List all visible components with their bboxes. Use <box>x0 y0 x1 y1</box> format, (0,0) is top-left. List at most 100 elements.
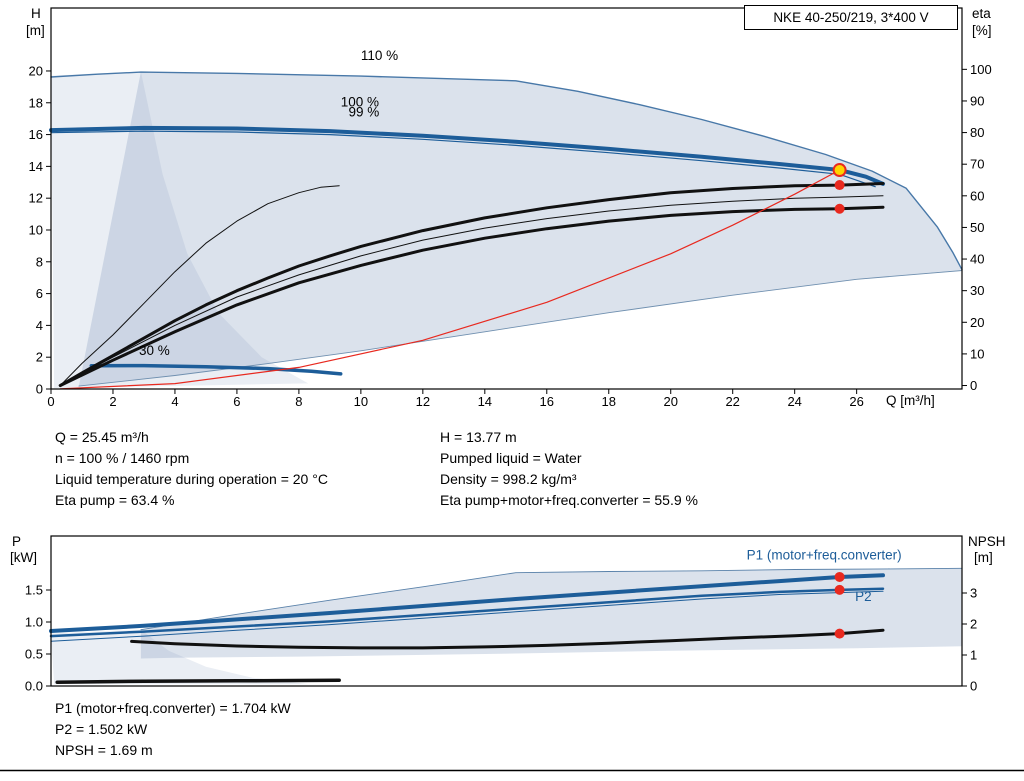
curve-99-percent <box>50 130 876 188</box>
power-envelope-outline <box>140 567 963 631</box>
x-tick-label: 16 <box>540 394 554 409</box>
y-right-tick-label: 10 <box>970 346 984 361</box>
y-left-tick-label: 0.5 <box>25 647 43 662</box>
y-left-tick-label: 2 <box>36 350 43 365</box>
x-tick-label: 4 <box>171 394 178 409</box>
control-curve-red <box>59 169 841 390</box>
y-right-tick-label: 30 <box>970 283 984 298</box>
label-p1: P1 (motor+freq.converter) <box>747 547 902 562</box>
x-tick-label: 22 <box>725 394 739 409</box>
y-right-title-2: [%] <box>972 23 992 38</box>
y-right-tick-label: 90 <box>970 93 984 108</box>
y-right-title-1: NPSH <box>968 534 1006 549</box>
y-right-title-1: eta <box>972 6 991 21</box>
x-tick-label: 20 <box>663 394 677 409</box>
y-left-tick-label: 0 <box>36 382 43 397</box>
x-tick-label: 14 <box>478 394 492 409</box>
duty-point-eta-total <box>834 203 845 214</box>
y-right-tick-label: 2 <box>970 617 977 632</box>
power-npsh-chart-frame <box>50 535 963 687</box>
y-left-title-2: [m] <box>26 23 45 38</box>
y-right-tick-label: 50 <box>970 220 984 235</box>
y-right-tick-label: 40 <box>970 252 984 267</box>
y-left-tick-label: 1.0 <box>25 615 43 630</box>
y-left-title-2: [kW] <box>10 550 37 565</box>
y-left-tick-label: 6 <box>36 286 43 301</box>
y-right-tick-label: 80 <box>970 125 984 140</box>
curve-p2 <box>49 587 885 638</box>
eta-reduced-speed-curve <box>59 185 340 386</box>
y-left-tick-label: 16 <box>29 127 43 142</box>
y-left-tick-label: 20 <box>29 63 43 78</box>
y-left-tick-label: 1.5 <box>25 583 43 598</box>
curve-30-percent <box>89 363 343 376</box>
x-tick-label: 2 <box>109 394 116 409</box>
label-100-percent: 100 % <box>341 95 379 110</box>
y-right-tick-label: 70 <box>970 157 984 172</box>
info-p2: P2 = 1.502 kW <box>55 721 148 737</box>
y-left-tick-label: 14 <box>29 159 43 174</box>
y-left-title-1: P <box>12 534 21 549</box>
info-head: H = 13.77 m <box>440 429 517 445</box>
power-envelope-light <box>51 629 309 685</box>
info-eta-pump: Eta pump = 63.4 % <box>55 492 175 508</box>
info-liquid-temperature: Liquid temperature during operation = 20… <box>55 471 328 487</box>
operating-envelope <box>78 71 962 387</box>
y-left-tick-label: 10 <box>29 222 43 237</box>
y-right-tick-label: 1 <box>970 648 977 663</box>
x-tick-label: 18 <box>602 394 616 409</box>
x-tick-label: 26 <box>849 394 863 409</box>
curve-npsh <box>130 628 885 650</box>
duty-point-npsh <box>834 628 845 639</box>
duty-point-p1 <box>834 571 845 582</box>
power-info-column: P1 (motor+freq.converter) = 1.704 kW P2 … <box>55 698 291 761</box>
eta-thin-curve <box>59 195 884 386</box>
curve-p-thin <box>50 590 884 642</box>
eta-total-curve <box>58 205 885 387</box>
y-left-title-1: H <box>31 6 41 21</box>
y-left-tick-label: 12 <box>29 191 43 206</box>
curve-p1 <box>49 573 885 633</box>
info-flow: Q = 25.45 m³/h <box>55 429 149 445</box>
x-axis-title: Q [m³/h] <box>886 393 935 408</box>
x-tick-label: 10 <box>354 394 368 409</box>
curve-p-30-percent <box>55 678 341 684</box>
eta-pump-curve <box>58 182 885 387</box>
y-left-tick-label: 8 <box>36 254 43 269</box>
label-99-percent: 99 % <box>348 104 379 119</box>
y-right-tick-label: 0 <box>970 679 977 694</box>
envelope-bottom-edge <box>78 270 963 387</box>
x-tick-label: 12 <box>416 394 430 409</box>
y-left-tick-label: 0.0 <box>25 679 43 694</box>
y-left-tick-label: 18 <box>29 95 43 110</box>
duty-info-left-column: Q = 25.45 m³/h n = 100 % / 1460 rpm Liqu… <box>55 427 328 511</box>
duty-point-head <box>832 163 847 178</box>
y-right-tick-label: 20 <box>970 315 984 330</box>
x-tick-label: 0 <box>47 394 54 409</box>
label-110-percent: 110 % <box>361 48 398 63</box>
y-right-title-2: [m] <box>974 550 993 565</box>
y-left-tick-label: 4 <box>36 318 43 333</box>
speed-envelope-light <box>51 71 309 389</box>
duty-point-p2 <box>834 584 845 595</box>
info-eta-total: Eta pump+motor+freq.converter = 55.9 % <box>440 492 698 508</box>
x-tick-label: 24 <box>787 394 801 409</box>
y-right-tick-label: 0 <box>970 378 977 393</box>
curve-110-percent <box>50 71 963 271</box>
info-pumped-liquid: Pumped liquid = Water <box>440 450 582 466</box>
x-tick-label: 6 <box>233 394 240 409</box>
info-speed: n = 100 % / 1460 rpm <box>55 450 190 466</box>
label-p2: P2 <box>855 589 872 604</box>
y-right-tick-label: 60 <box>970 188 984 203</box>
x-tick-label: 8 <box>295 394 302 409</box>
duty-point-eta-pump <box>834 180 845 191</box>
info-npsh: NPSH = 1.69 m <box>55 742 153 758</box>
info-density: Density = 998.2 kg/m³ <box>440 471 577 487</box>
duty-info-right-column: H = 13.77 m Pumped liquid = Water Densit… <box>440 427 698 511</box>
y-right-tick-label: 3 <box>970 586 977 601</box>
y-right-tick-label: 100 <box>970 62 992 77</box>
info-p1: P1 (motor+freq.converter) = 1.704 kW <box>55 700 291 716</box>
label-30-percent: 30 % <box>139 343 170 358</box>
